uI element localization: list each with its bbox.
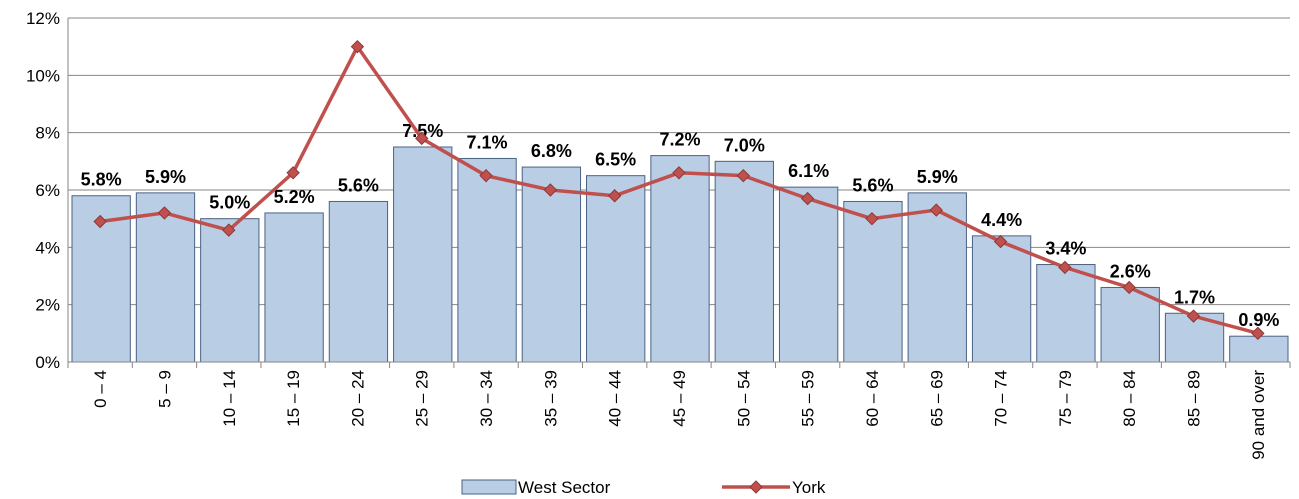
x-tick-label: 65 – 69 xyxy=(927,370,946,427)
marker xyxy=(865,211,879,226)
x-tick-label: 30 – 34 xyxy=(477,370,496,427)
x-tick-label: 45 – 49 xyxy=(670,370,689,427)
bar xyxy=(907,192,967,363)
bar xyxy=(778,186,839,363)
x-tick-label: 80 – 84 xyxy=(1120,370,1139,427)
bar xyxy=(1229,335,1289,363)
bar xyxy=(1036,264,1096,363)
y-tick-label: 10% xyxy=(26,66,60,85)
marker xyxy=(93,214,107,229)
x-tick-label: 50 – 54 xyxy=(734,370,753,427)
marker xyxy=(286,166,300,180)
y-tick-label: 8% xyxy=(35,124,60,143)
bar xyxy=(393,146,453,363)
x-tick-label: 85 – 89 xyxy=(1185,370,1204,427)
marker xyxy=(157,206,172,220)
data-label: 6.8% xyxy=(531,141,572,161)
bar xyxy=(1100,286,1160,363)
bar xyxy=(328,200,389,363)
bar xyxy=(200,218,260,363)
marker xyxy=(415,131,429,146)
bar xyxy=(457,157,517,363)
data-label: 5.6% xyxy=(852,175,893,195)
marker xyxy=(736,168,751,183)
x-tick-label: 25 – 29 xyxy=(413,370,432,427)
data-label: 5.6% xyxy=(338,175,379,195)
legend-label: York xyxy=(792,478,826,497)
data-label: 7.1% xyxy=(467,132,508,152)
marker xyxy=(607,189,622,203)
data-label: 5.2% xyxy=(274,187,315,207)
x-tick-label: 5 – 9 xyxy=(155,370,174,408)
x-tick-label: 40 – 44 xyxy=(606,370,625,427)
data-label: 2.6% xyxy=(1110,261,1151,281)
y-tick-label: 12% xyxy=(26,9,60,28)
data-label: 3.4% xyxy=(1045,239,1086,259)
x-tick-label: 55 – 59 xyxy=(799,370,818,427)
data-label: 6.5% xyxy=(595,150,636,170)
data-label: 6.1% xyxy=(788,161,829,181)
marker xyxy=(222,223,236,237)
legend-label: West Sector xyxy=(518,478,611,497)
marker xyxy=(350,39,365,54)
marker xyxy=(479,168,493,183)
x-tick-label: 0 – 4 xyxy=(91,370,110,408)
bar xyxy=(521,166,582,363)
marker xyxy=(1122,280,1136,295)
legend-marker xyxy=(749,480,763,494)
marker xyxy=(993,234,1008,249)
x-tick-label: 60 – 64 xyxy=(863,370,882,427)
data-label: 5.8% xyxy=(81,170,122,190)
marker xyxy=(1186,309,1201,323)
x-tick-label: 70 – 74 xyxy=(992,370,1011,427)
x-tick-label: 90 and over xyxy=(1249,370,1268,460)
x-tick-label: 20 – 24 xyxy=(348,370,367,427)
y-tick-label: 4% xyxy=(35,238,60,257)
marker xyxy=(800,191,815,206)
data-label: 5.9% xyxy=(145,167,186,187)
x-tick-label: 10 – 14 xyxy=(220,370,239,427)
marker xyxy=(929,203,943,217)
bar xyxy=(843,200,903,363)
marker xyxy=(1251,326,1265,341)
bar xyxy=(971,235,1032,363)
data-label: 0.9% xyxy=(1238,310,1279,330)
marker xyxy=(672,166,686,180)
y-tick-label: 0% xyxy=(35,353,60,372)
bar xyxy=(714,160,774,363)
data-label: 5.9% xyxy=(917,167,958,187)
legend-swatch xyxy=(461,479,517,495)
x-tick-label: 35 – 39 xyxy=(541,370,560,427)
x-tick-label: 75 – 79 xyxy=(1056,370,1075,427)
data-label: 7.0% xyxy=(724,135,765,155)
data-label: 1.7% xyxy=(1174,287,1215,307)
marker xyxy=(543,183,558,197)
bar xyxy=(264,212,324,363)
x-tick-label: 15 – 19 xyxy=(284,370,303,427)
data-label: 5.0% xyxy=(209,193,250,213)
data-label: 7.2% xyxy=(659,130,700,150)
data-label: 4.4% xyxy=(981,210,1022,230)
y-tick-label: 2% xyxy=(35,296,60,315)
bar xyxy=(586,175,646,363)
marker xyxy=(1058,260,1072,275)
y-tick-label: 6% xyxy=(35,181,60,200)
bar xyxy=(650,155,710,363)
